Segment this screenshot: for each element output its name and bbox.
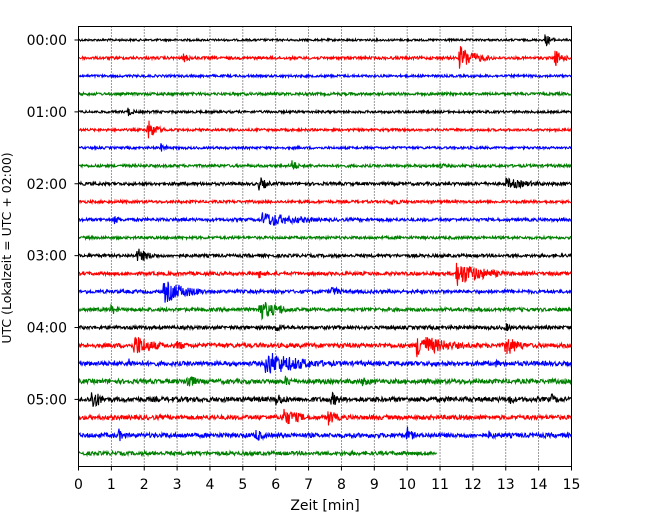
x-tick-label: 2 <box>140 477 149 493</box>
trace-0230 <box>78 212 572 227</box>
x-tick-label: 10 <box>398 477 416 493</box>
x-axis-ticks: 0 1 2 3 4 5 6 7 8 9 10 11 12 13 14 15 <box>74 466 581 493</box>
trace-0015 <box>78 46 572 69</box>
trace-0045 <box>78 90 573 98</box>
y-axis-label: UTC (Lokalzeit = UTC + 02:00) <box>0 152 14 343</box>
x-axis-label: Zeit [min] <box>290 498 359 514</box>
trace-0345 <box>78 301 573 321</box>
y-tick-label: 05:00 <box>27 392 67 408</box>
x-tick-label: 0 <box>74 477 83 493</box>
trace-0515 <box>78 408 572 426</box>
x-tick-label: 9 <box>370 477 379 493</box>
x-tick-label: 7 <box>304 477 313 493</box>
x-tick-label: 6 <box>271 477 280 493</box>
seismic-traces <box>78 34 573 458</box>
x-tick-label: 11 <box>431 477 449 493</box>
trace-0315 <box>78 262 572 286</box>
y-tick-label: 02:00 <box>27 177 67 193</box>
trace-0530 <box>78 426 573 442</box>
y-tick-label: 03:00 <box>27 249 67 265</box>
trace-0545 <box>78 449 437 458</box>
trace-0115 <box>78 120 572 139</box>
trace-0415 <box>78 336 572 358</box>
trace-0430 <box>78 352 572 374</box>
x-tick-label: 8 <box>337 477 346 493</box>
x-tick-label: 15 <box>563 477 581 493</box>
trace-0130 <box>78 143 572 152</box>
y-tick-label: 01:00 <box>27 105 67 121</box>
trace-0145 <box>78 160 572 170</box>
x-tick-label: 4 <box>206 477 215 493</box>
trace-0000 <box>78 34 572 47</box>
grid <box>110 26 540 467</box>
trace-0215 <box>78 198 572 206</box>
trace-0245 <box>78 234 572 242</box>
x-tick-label: 5 <box>238 477 247 493</box>
x-tick-label: 12 <box>464 477 482 493</box>
trace-0500 <box>78 391 572 407</box>
y-tick-label: 00:00 <box>27 33 67 49</box>
trace-0400 <box>78 323 573 332</box>
x-tick-label: 13 <box>497 477 515 493</box>
plot-frame <box>78 26 572 467</box>
x-tick-label: 1 <box>107 477 116 493</box>
trace-0100 <box>78 107 572 117</box>
y-axis-ticks: 00:00 01:00 02:00 03:00 04:00 05:00 <box>27 33 79 408</box>
x-tick-label: 14 <box>530 477 548 493</box>
trace-0445 <box>78 375 573 387</box>
trace-0300 <box>78 248 573 261</box>
y-tick-label: 04:00 <box>27 321 67 337</box>
trace-0030 <box>78 72 573 80</box>
trace-0330 <box>78 281 572 303</box>
trace-0200 <box>78 177 572 191</box>
x-tick-label: 3 <box>173 477 182 493</box>
